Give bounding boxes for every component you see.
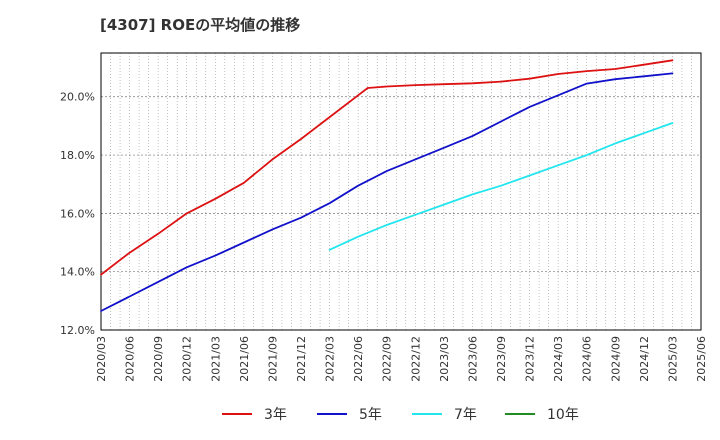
x-tick-label: 2024/12 <box>638 336 651 382</box>
x-tick-label: 2024/03 <box>552 336 565 382</box>
y-axis: 12.0% 14.0% 16.0% 18.0% 20.0% <box>60 91 95 337</box>
series-line-2 <box>100 72 674 312</box>
y-tick-label: 14.0% <box>60 266 95 279</box>
y-tick-label: 18.0% <box>60 149 95 162</box>
x-tick-label: 2025/06 <box>695 336 708 382</box>
x-tick-label: 2020/06 <box>124 336 137 382</box>
legend-label-3: 7年 <box>454 407 477 423</box>
grid-layer <box>100 53 702 331</box>
x-tick-label: 2023/12 <box>524 336 537 382</box>
chart-title: [4307] ROEの平均値の推移 <box>100 16 301 34</box>
series-layer <box>100 59 674 312</box>
y-tick-label: 12.0% <box>60 324 95 337</box>
series-line-3 <box>328 122 674 251</box>
x-tick-label: 2023/09 <box>495 336 508 382</box>
x-tick-label: 2025/03 <box>666 336 679 382</box>
x-axis: 2020/03 2020/06 2020/09 2020/12 2021/03 2021/… <box>95 336 708 382</box>
x-tick-label: 2022/09 <box>381 336 394 382</box>
x-tick-label: 2023/03 <box>438 336 451 382</box>
x-tick-label: 2022/03 <box>324 336 337 382</box>
legend-label-2: 5年 <box>359 407 382 423</box>
x-tick-label: 2022/06 <box>352 336 365 382</box>
series-line-1 <box>100 59 674 276</box>
y-tick-label: 20.0% <box>60 91 95 104</box>
legend-label-4: 10年 <box>547 407 579 423</box>
x-tick-label: 2024/09 <box>609 336 622 382</box>
x-tick-label: 2021/03 <box>209 336 222 382</box>
x-tick-label: 2020/03 <box>95 336 108 382</box>
x-tick-label: 2024/06 <box>581 336 594 382</box>
plot-area <box>100 52 702 331</box>
legend: 3年 5年 7年 10年 <box>222 407 579 423</box>
x-tick-label: 2021/06 <box>238 336 251 382</box>
x-tick-label: 2021/12 <box>295 336 308 382</box>
legend-label-1: 3年 <box>264 407 287 423</box>
x-tick-label: 2023/06 <box>466 336 479 382</box>
x-tick-label: 2020/12 <box>181 336 194 382</box>
x-tick-label: 2020/09 <box>152 336 165 382</box>
y-tick-label: 16.0% <box>60 207 95 220</box>
x-tick-label: 2021/09 <box>266 336 279 382</box>
x-tick-label: 2022/12 <box>409 336 422 382</box>
